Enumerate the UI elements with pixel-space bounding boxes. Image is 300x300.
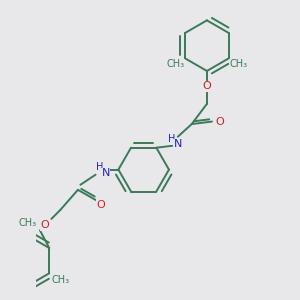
Text: O: O	[96, 200, 105, 210]
Text: H: H	[96, 162, 103, 172]
Text: H: H	[168, 134, 175, 144]
Text: N: N	[101, 168, 110, 178]
Text: CH₃: CH₃	[230, 59, 248, 69]
Text: O: O	[215, 116, 224, 127]
Text: O: O	[40, 220, 50, 230]
Text: O: O	[202, 81, 211, 91]
Text: N: N	[174, 139, 182, 149]
Text: CH₃: CH₃	[51, 274, 69, 285]
Text: CH₃: CH₃	[166, 59, 184, 69]
Text: CH₃: CH₃	[18, 218, 36, 228]
